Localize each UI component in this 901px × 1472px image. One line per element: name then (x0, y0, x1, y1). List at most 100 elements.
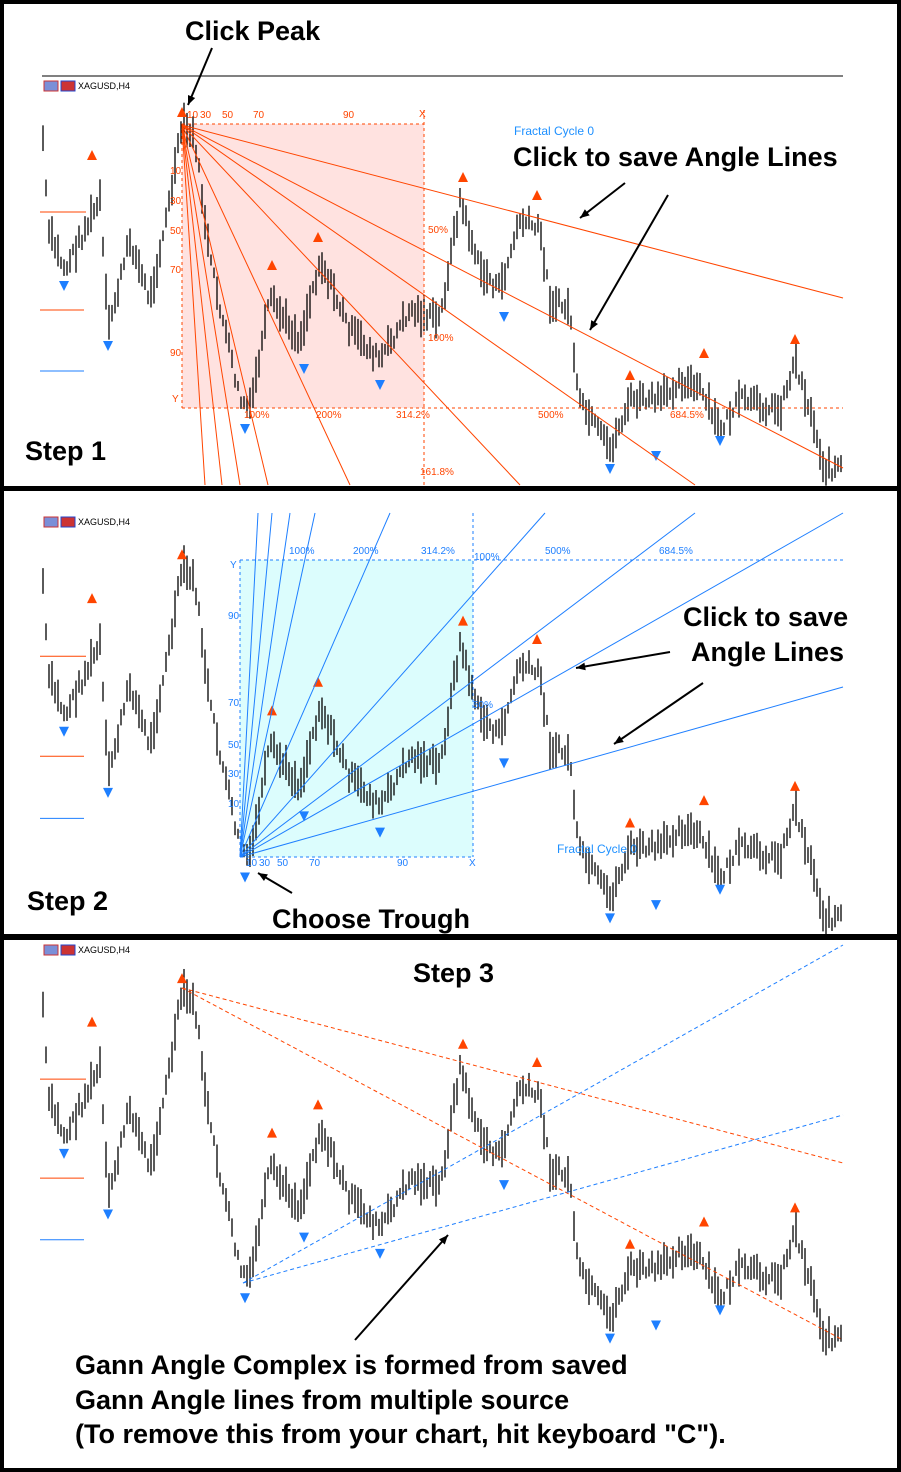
gann-angle-line (181, 124, 206, 486)
fractal-peak-icon (699, 1216, 709, 1227)
time-tick-label: 90 (397, 858, 409, 869)
chart-list-icon (43, 80, 59, 92)
percent-label: 100% (289, 546, 315, 557)
gann-angle-line (239, 512, 291, 858)
pointer-arrow-head (580, 209, 590, 218)
fractal-trough-icon (299, 811, 309, 822)
saved-gann-line-red (181, 987, 844, 1341)
fractal-trough-icon (605, 913, 615, 924)
gann-angle-line (239, 512, 316, 858)
fractal-peak-icon (790, 334, 800, 344)
percent-label: 200% (316, 410, 342, 421)
step-1-label: Step 1 (25, 436, 107, 466)
click-save-label-line1: Click to save (683, 602, 849, 632)
fractal-trough-icon (651, 451, 661, 461)
fractal-trough-icon (299, 1232, 309, 1243)
fractal-trough-icon (240, 1293, 250, 1304)
percent-label: 500% (545, 546, 571, 557)
gann-angle-line (181, 124, 223, 486)
percent-label: 314.2% (421, 546, 455, 557)
symbol-label: XAGUSD,H4 (78, 81, 131, 91)
price-tick-label: 30 (170, 196, 182, 207)
time-tick-label: 90 (343, 110, 355, 121)
time-tick-label: X (469, 858, 476, 869)
fractal-trough-icon (651, 1320, 661, 1331)
price-tick-label: 70 (228, 698, 240, 709)
pointer-arrow-head (590, 320, 598, 330)
fractal-peak-icon (313, 1099, 323, 1110)
step-3-label: Step 3 (413, 958, 495, 988)
fractal-peak-icon (177, 549, 187, 560)
gann-box-blue (240, 560, 473, 857)
saved-gann-line-red (181, 987, 844, 1164)
gann-angle-line (239, 512, 391, 858)
gann-angle-line (181, 124, 241, 486)
fractal-trough-icon (715, 884, 725, 895)
pointer-arrow (354, 1234, 449, 1341)
fractal-cycle-label: Fractal Cycle 0 (557, 842, 638, 856)
price-tick-label: 30 (228, 769, 240, 780)
fractal-peak-icon (532, 633, 542, 644)
time-tick-label: 10 (246, 858, 258, 869)
gann-angle-line (239, 512, 546, 858)
fractal-trough-icon (103, 787, 113, 798)
percent-label: 314.2% (396, 410, 430, 421)
price-tick-label: 90 (170, 348, 182, 359)
pointer-arrow (575, 651, 671, 669)
fractal-peak-icon (699, 795, 709, 806)
fractal-peak-icon (313, 232, 323, 242)
time-tick-label: 30 (200, 110, 212, 121)
time-tick-label: 70 (253, 110, 265, 121)
pointer-arrow-head (258, 873, 268, 882)
fractal-trough-icon (103, 341, 113, 351)
click-save-label: Click to save Angle Lines (513, 142, 838, 172)
pointer-arrow (589, 194, 669, 331)
caption-line-2: Gann Angle lines from multiple source (75, 1385, 570, 1415)
fractal-trough-icon (499, 1180, 509, 1191)
fractal-peak-icon (532, 190, 542, 200)
ratio-label: 50% (473, 700, 494, 711)
ratio-label: 100% (474, 552, 500, 563)
fractal-peak-icon (625, 1238, 635, 1249)
time-tick-label: 10 (187, 110, 199, 121)
time-tick-label: 70 (309, 858, 321, 869)
fractal-trough-icon (240, 872, 250, 883)
fractal-trough-icon (715, 436, 725, 446)
ratio-label: 161.8% (420, 467, 454, 478)
pointer-arrow-head (614, 735, 624, 744)
chart-list-icon (43, 516, 59, 528)
price-tick-label: 50 (228, 740, 240, 751)
fractal-peak-icon (267, 1127, 277, 1138)
price-tick-label: 50 (170, 226, 182, 237)
percent-label: 684.5% (659, 546, 693, 557)
price-tick-label: 10 (170, 166, 182, 177)
price-tick-label: 70 (170, 265, 182, 276)
pointer-arrow (613, 682, 704, 745)
fractal-peak-icon (458, 1038, 468, 1049)
gann-angle-line (239, 686, 844, 858)
gann-angle-line (239, 512, 259, 858)
percent-label: 500% (538, 410, 564, 421)
fractal-peak-icon (532, 1056, 542, 1067)
click-save-label-line2: Angle Lines (691, 637, 845, 667)
fractal-trough-icon (59, 726, 69, 737)
symbol-label: XAGUSD,H4 (78, 517, 131, 527)
fractal-trough-icon (715, 1305, 725, 1316)
chart-window-icon (60, 944, 76, 956)
click-peak-label: Click Peak (185, 16, 321, 46)
price-tick-label: Y (230, 560, 237, 571)
gann-angle-line (181, 124, 521, 486)
fractal-peak-icon (458, 615, 468, 626)
percent-label: 684.5% (670, 410, 704, 421)
fractal-trough-icon (375, 1248, 385, 1259)
fractal-peak-icon (458, 172, 468, 182)
choose-trough-label: Choose Trough (272, 904, 470, 934)
gann-angle-line (181, 124, 844, 299)
fractal-trough-icon (375, 827, 385, 838)
chart-window-icon (60, 516, 76, 528)
gann-angle-line (181, 124, 696, 486)
price-tick-label: 10 (228, 799, 240, 810)
fractal-trough-icon (375, 380, 385, 390)
